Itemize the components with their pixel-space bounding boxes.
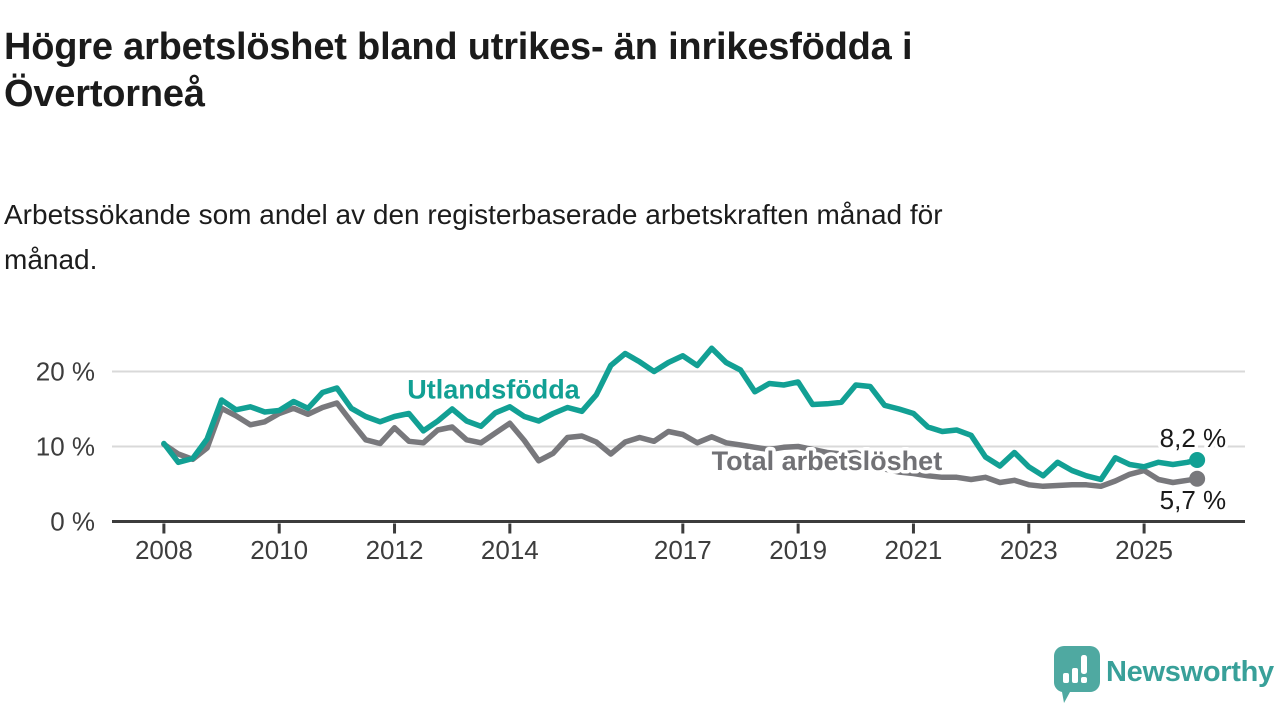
chart-title: Högre arbetslöshet bland utrikes- än inr… bbox=[4, 26, 913, 115]
y-tick-label: 0 % bbox=[50, 507, 95, 537]
y-tick-label: 20 % bbox=[36, 357, 95, 387]
series-end-dot bbox=[1189, 470, 1206, 487]
logo-exclamation-dot bbox=[1081, 677, 1087, 683]
x-tick-label: 2019 bbox=[769, 535, 827, 565]
series-end-value: 8,2 % bbox=[1160, 423, 1227, 453]
x-tick-label: 2010 bbox=[250, 535, 308, 565]
newsworthy-wordmark: Newsworthy bbox=[1106, 656, 1274, 688]
logo-exclamation-stem bbox=[1081, 655, 1087, 674]
newsworthy-logo-icon bbox=[1054, 646, 1100, 703]
x-tick-label: 2023 bbox=[1000, 535, 1058, 565]
series-line-total-arbetsl-shet bbox=[161, 400, 1200, 490]
y-tick-label: 10 % bbox=[36, 432, 95, 462]
chart-subtitle: Arbetssökande som andel av den registerb… bbox=[4, 199, 943, 275]
logo-bar-1 bbox=[1063, 673, 1069, 683]
series-label-utlandsf-dda: Utlandsfödda bbox=[407, 375, 580, 405]
x-tick-label: 2017 bbox=[654, 535, 712, 565]
x-tick-label: 2025 bbox=[1115, 535, 1173, 565]
x-tick-label: 2021 bbox=[885, 535, 943, 565]
series-line-utlandsf-dda bbox=[161, 345, 1200, 483]
series-end-value: 5,7 % bbox=[1160, 485, 1227, 515]
series-label-total-arbetsl-shet: Total arbetslöshet bbox=[712, 446, 943, 476]
logo-bar-2 bbox=[1072, 668, 1078, 683]
x-tick-label: 2008 bbox=[135, 535, 193, 565]
series-end-dot bbox=[1189, 452, 1206, 468]
x-tick-label: 2014 bbox=[481, 535, 539, 565]
x-tick-label: 2012 bbox=[366, 535, 424, 565]
